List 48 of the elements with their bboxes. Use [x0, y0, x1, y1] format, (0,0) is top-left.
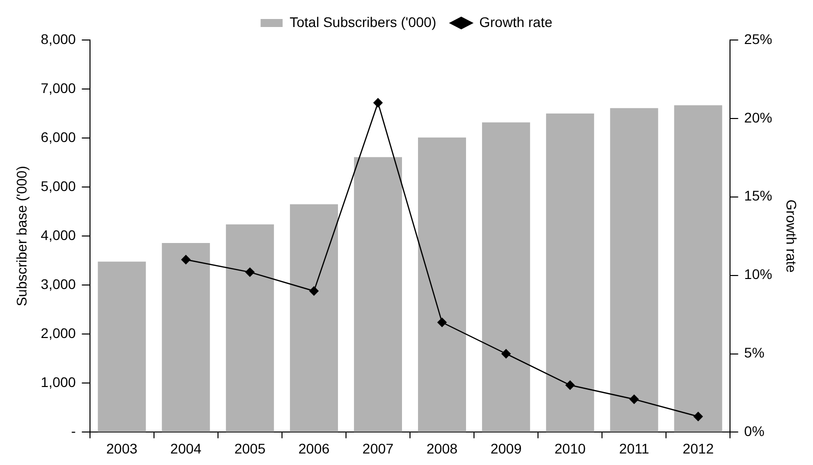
- y2-tick-label: 5%: [744, 344, 764, 361]
- bar: [610, 108, 658, 432]
- x-tick-label: 2012: [682, 440, 714, 456]
- point: [309, 286, 319, 296]
- y-tick-label: 3,000: [40, 276, 76, 292]
- point: [181, 255, 190, 264]
- bar: [226, 224, 274, 432]
- bar: [546, 114, 594, 432]
- bar: [162, 242, 210, 432]
- x-tick-label: 2005: [234, 440, 266, 456]
- bar: [418, 138, 466, 432]
- y2-tick-label: 0%: [744, 423, 764, 440]
- y-tick-label: 6,000: [40, 128, 76, 145]
- point: [437, 318, 447, 327]
- point: [501, 349, 511, 358]
- x-tick-label: 2006: [298, 440, 330, 456]
- y2-axis-title: Growth rate: [784, 200, 800, 273]
- bar: [482, 122, 530, 432]
- y-tick-label: 5,000: [40, 178, 76, 194]
- x-tick-label: 2008: [426, 440, 458, 456]
- y-axis-title: Subscriber base ('000): [13, 166, 30, 306]
- x-tick-label: 2009: [490, 440, 522, 456]
- point: [565, 380, 575, 390]
- bar: [98, 262, 146, 432]
- y-tick-label: 4,000: [40, 226, 76, 243]
- legend-label: Total Subscribers ('000): [290, 14, 436, 30]
- point: [373, 98, 383, 108]
- x-tick-label: 2003: [106, 440, 138, 456]
- y-tick-label: -: [71, 423, 76, 440]
- bar: [354, 157, 402, 432]
- bar: [674, 105, 722, 432]
- x-tick-label: 2010: [554, 440, 586, 456]
- legend-label: Growth rate: [479, 14, 553, 30]
- y2-tick-label: 25%: [744, 30, 772, 47]
- x-tick-label: 2007: [362, 440, 394, 456]
- y-tick-label: 1,000: [40, 374, 76, 390]
- bar: [290, 204, 338, 432]
- y-tick-label: 2,000: [40, 325, 76, 342]
- y2-tick-label: 20%: [744, 109, 772, 126]
- x-tick-label: 2004: [170, 440, 202, 456]
- y-tick-label: 8,000: [40, 30, 76, 47]
- x-tick-label: 2011: [619, 440, 650, 456]
- point: [245, 268, 255, 277]
- y2-tick-label: 15%: [744, 188, 772, 204]
- y2-tick-label: 10%: [744, 266, 772, 282]
- point: [630, 394, 639, 404]
- y-tick-label: 7,000: [40, 80, 76, 96]
- point: [694, 412, 703, 422]
